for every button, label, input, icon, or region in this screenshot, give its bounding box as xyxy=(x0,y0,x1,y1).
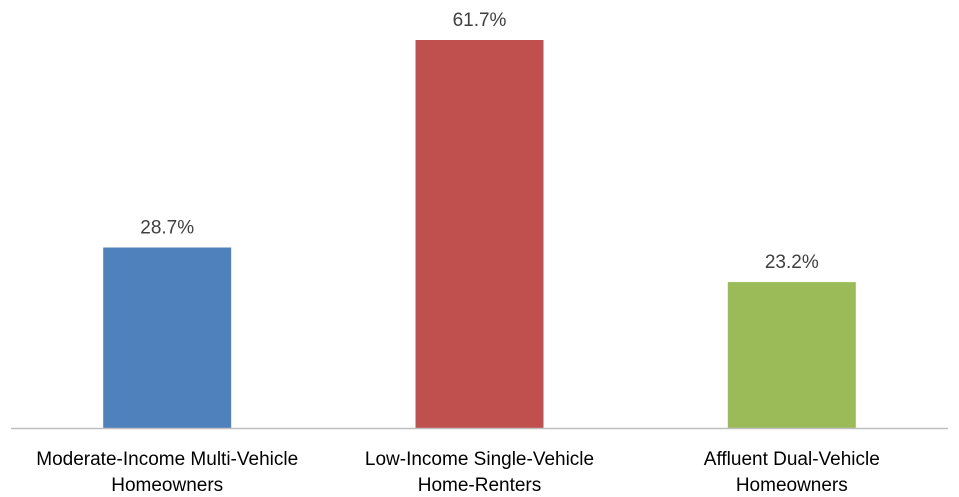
category-label-moderate-income-line-2: Homeowners xyxy=(111,475,223,496)
category-label-affluent-line-2: Homeowners xyxy=(736,475,848,496)
bar-low-income xyxy=(415,40,544,428)
category-label-affluent-line-1: Affluent Dual-Vehicle xyxy=(704,449,880,470)
category-label-low-income-line-2: Home-Renters xyxy=(418,475,542,496)
bar-affluent xyxy=(727,282,856,428)
bar-moderate-income xyxy=(103,247,232,428)
category-label-low-income-line-1: Low-Income Single-Vehicle xyxy=(365,449,594,470)
bars-group xyxy=(103,40,856,428)
category-labels-group: Moderate-Income Multi-Vehicle Homeowners L… xyxy=(36,449,880,496)
data-label-moderate-income: 28.7% xyxy=(140,218,194,239)
data-label-affluent: 23.2% xyxy=(765,252,819,273)
data-label-low-income: 61.7% xyxy=(453,10,507,31)
data-labels-group: 28.7% 61.7% 23.2% xyxy=(140,10,819,273)
category-label-moderate-income-line-1: Moderate-Income Multi-Vehicle xyxy=(36,449,298,470)
